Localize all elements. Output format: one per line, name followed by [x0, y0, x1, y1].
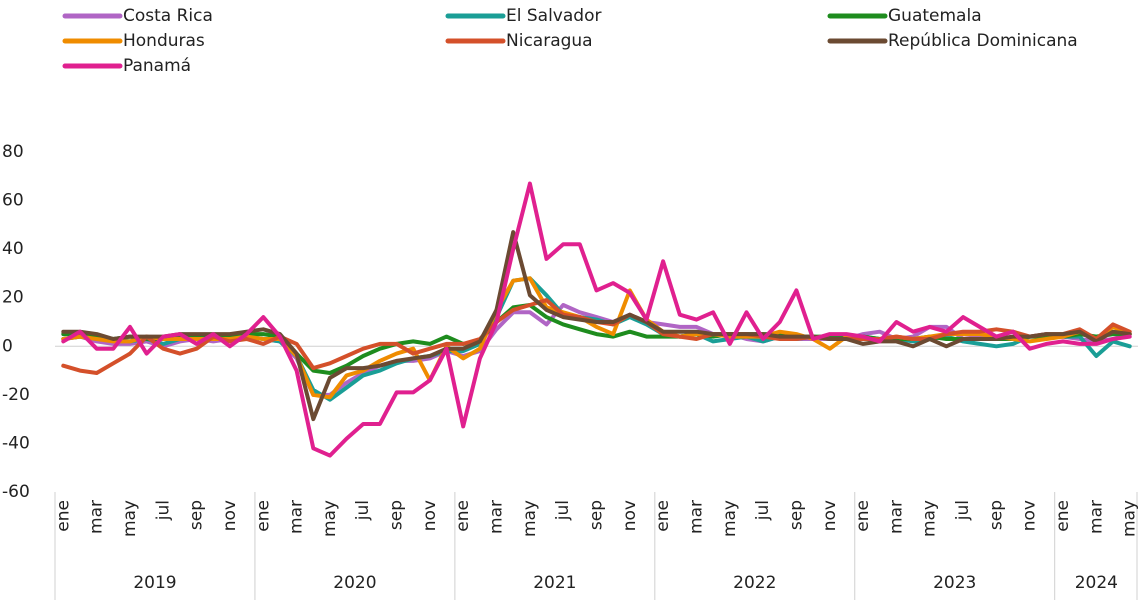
y-tick-label: -20: [2, 385, 30, 405]
legend-label: República Dominicana: [888, 31, 1078, 51]
x-tick-label: mar: [87, 500, 107, 534]
x-group-label: 2024: [1075, 573, 1118, 593]
legend-label: Guatemala: [888, 6, 982, 26]
axes: [54, 345, 1138, 600]
y-tick-label: 40: [2, 239, 24, 259]
series-line: [61, 181, 1132, 458]
x-tick-label: mar: [1086, 500, 1106, 534]
x-tick-label: nov: [220, 500, 240, 531]
x-tick-label: may: [720, 500, 740, 537]
x-tick-label: jul: [153, 500, 173, 521]
series-line: [61, 303, 1132, 375]
x-tick-label: jul: [753, 500, 773, 521]
x-group-label: 2023: [933, 573, 976, 593]
x-tick-label: may: [320, 500, 340, 537]
x-tick-label: sep: [587, 500, 607, 530]
x-group-label: 2022: [733, 573, 776, 593]
x-tick-label: nov: [1020, 500, 1040, 531]
x-tick-label: ene: [853, 500, 873, 532]
x-tick-label: ene: [253, 500, 273, 532]
x-tick-label: sep: [187, 500, 207, 530]
y-tick-label: -40: [2, 433, 30, 453]
y-tick-label: -60: [2, 482, 30, 502]
x-tick-label: sep: [786, 500, 806, 530]
y-tick-label: 80: [2, 142, 24, 162]
x-tick-label: may: [120, 500, 140, 537]
x-group-label: 2020: [333, 573, 376, 593]
x-tick-label: may: [920, 500, 940, 537]
x-tick-label: mar: [686, 500, 706, 534]
x-tick-label: sep: [986, 500, 1006, 530]
legend-label: Costa Rica: [123, 6, 213, 26]
x-tick-label: nov: [620, 500, 640, 531]
x-group-label: 2019: [133, 573, 176, 593]
x-tick-label: mar: [886, 500, 906, 534]
x-tick-label: jul: [953, 500, 973, 521]
legend-label: Honduras: [123, 31, 205, 51]
x-tick-label: ene: [1053, 500, 1073, 532]
x-tick-label: nov: [420, 500, 440, 531]
x-tick-label: ene: [453, 500, 473, 532]
x-tick-label: ene: [53, 500, 73, 532]
x-tick-label: mar: [287, 500, 307, 534]
legend-label: Nicaragua: [506, 31, 593, 51]
x-tick-label: may: [1120, 500, 1138, 537]
x-group-label: 2021: [533, 573, 576, 593]
x-tick-label: jul: [353, 500, 373, 521]
y-tick-label: 60: [2, 191, 24, 211]
x-tick-label: jul: [553, 500, 573, 521]
x-tick-label: sep: [387, 500, 407, 530]
legend-label: El Salvador: [506, 6, 601, 26]
y-tick-label: 20: [2, 288, 24, 308]
x-tick-label: nov: [820, 500, 840, 531]
legend-label: Panamá: [123, 56, 191, 76]
x-tick-label: may: [520, 500, 540, 537]
y-tick-label: 0: [2, 336, 13, 356]
x-tick-label: mar: [487, 500, 507, 534]
x-tick-label: ene: [653, 500, 673, 532]
series-line: [61, 230, 1132, 422]
